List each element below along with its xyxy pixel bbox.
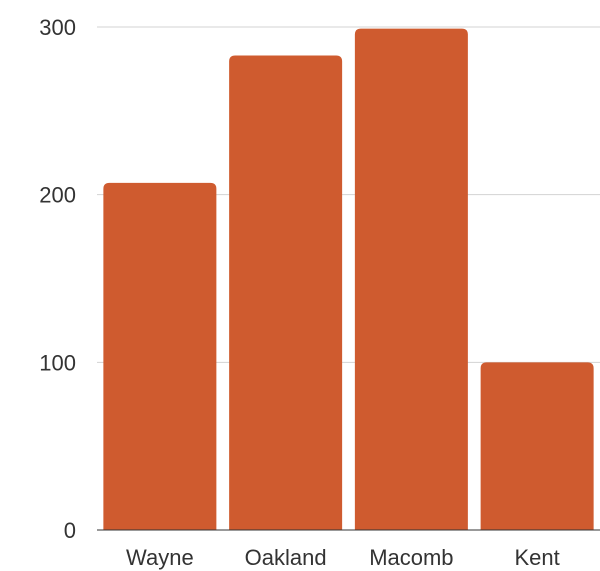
x-tick-label-kent: Kent: [514, 545, 559, 570]
bar-kent: [480, 362, 594, 530]
bar-oakland: [229, 55, 343, 531]
y-tick-label-0: 0: [64, 518, 76, 543]
x-tick-label-wayne: Wayne: [126, 545, 194, 570]
x-tick-label-oakland: Oakland: [245, 545, 327, 570]
bar-macomb: [354, 28, 468, 530]
y-tick-label-200: 200: [39, 183, 76, 208]
bar-wayne: [103, 182, 217, 530]
y-tick-label-300: 300: [39, 15, 76, 40]
y-tick-labels: 0 100 200 300: [39, 15, 76, 543]
x-tick-labels: Wayne Oakland Macomb Kent: [126, 545, 560, 570]
y-tick-label-100: 100: [39, 350, 76, 375]
bar-layer: [103, 28, 594, 531]
x-tick-label-macomb: Macomb: [369, 545, 453, 570]
